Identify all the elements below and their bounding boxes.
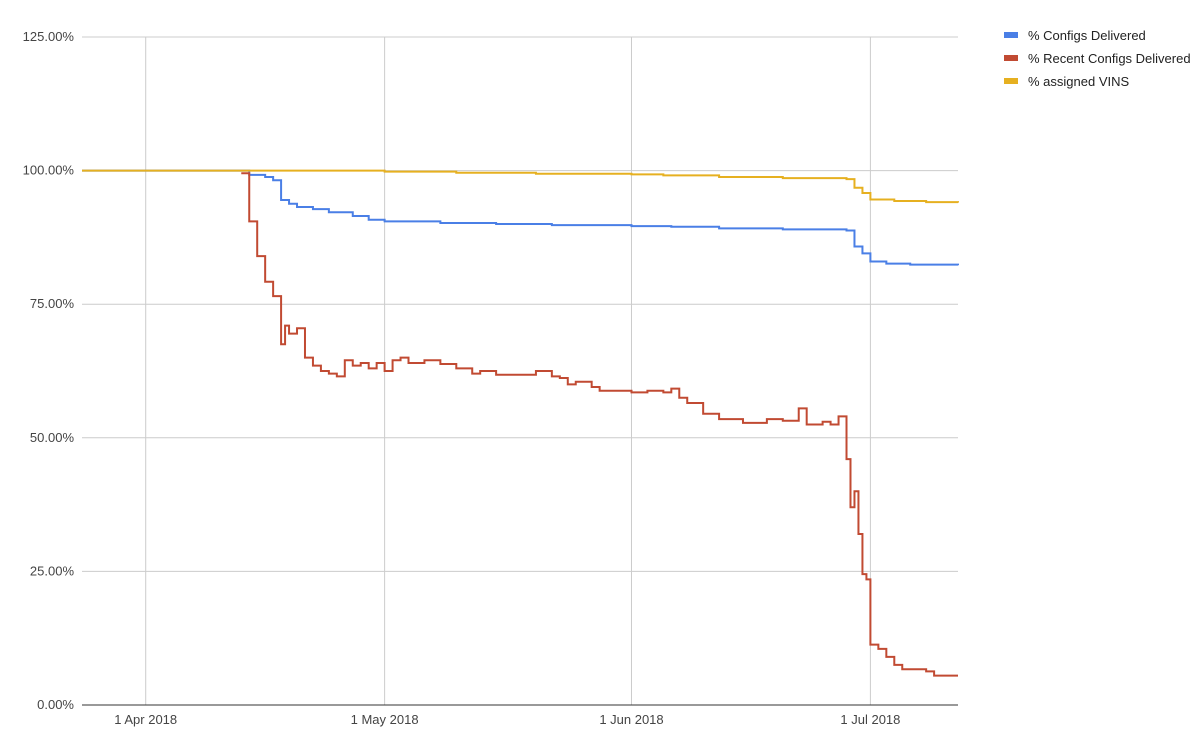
x-axis: 1 Apr 2018 1 May 2018 1 Jun 2018 1 Jul 2018 bbox=[82, 704, 958, 727]
legend: % Configs Delivered % Recent Configs Deli… bbox=[1004, 28, 1191, 89]
y-tick-label: 75.00% bbox=[30, 296, 75, 311]
y-tick-label: 100.00% bbox=[23, 163, 75, 178]
series-lines bbox=[82, 169, 959, 677]
x-tick-label: 1 Apr 2018 bbox=[114, 712, 177, 727]
legend-label: % Recent Configs Delivered bbox=[1028, 51, 1191, 66]
y-tick-label: 125.00% bbox=[23, 29, 75, 44]
y-axis: 0.00% 25.00% 50.00% 75.00% 100.00% 125.00% bbox=[23, 29, 75, 712]
legend-swatch bbox=[1004, 78, 1018, 84]
series-line-3 bbox=[82, 169, 959, 204]
x-tick-label: 1 Jul 2018 bbox=[840, 712, 900, 727]
y-tick-label: 25.00% bbox=[30, 563, 75, 578]
y-tick-label: 0.00% bbox=[37, 697, 74, 712]
legend-label: % Configs Delivered bbox=[1028, 28, 1146, 43]
legend-swatch bbox=[1004, 32, 1018, 38]
series-line-1 bbox=[82, 169, 959, 266]
x-tick-label: 1 May 2018 bbox=[351, 712, 419, 727]
x-tick-label: 1 Jun 2018 bbox=[599, 712, 663, 727]
legend-swatch bbox=[1004, 55, 1018, 61]
series-line-2 bbox=[241, 172, 958, 677]
chart-grid bbox=[82, 36, 958, 705]
legend-label: % assigned VINS bbox=[1028, 74, 1129, 89]
y-tick-label: 50.00% bbox=[30, 430, 75, 445]
